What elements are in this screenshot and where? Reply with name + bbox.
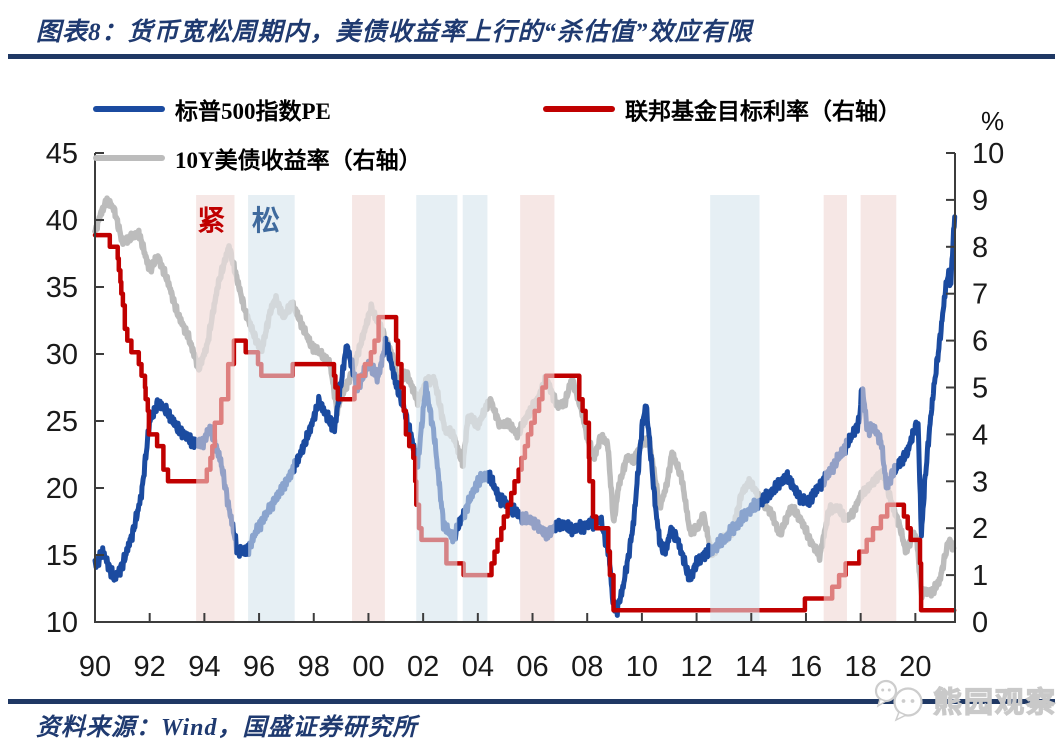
ease-band-over: [710, 195, 760, 622]
chat-bubbles-icon: [874, 679, 923, 722]
left-axis-label: 40: [46, 205, 78, 237]
x-axis-label: 96: [243, 651, 275, 683]
chart-title: 图表8：货币宽松周期内，美债收益率上行的“杀估值”效应有限: [36, 19, 753, 46]
ease-band-over: [416, 195, 458, 622]
legend-swatch-red: [543, 106, 615, 112]
ease-band-over: [462, 195, 488, 622]
right-axis-label: 4: [972, 419, 988, 451]
tighten-band-over: [823, 195, 847, 622]
right-axis-label: 2: [972, 513, 988, 545]
right-axis-label: 9: [972, 185, 988, 217]
legend-swatch-gray: [93, 155, 165, 161]
x-axis-label: 90: [79, 651, 111, 683]
series-line-fed-funds: [92, 232, 957, 613]
x-axis-label: 98: [298, 651, 330, 683]
x-axis-label: 18: [845, 651, 877, 683]
right-axis-label: 6: [972, 326, 988, 358]
x-axis-label: 10: [626, 651, 658, 683]
x-axis-label: 00: [352, 651, 384, 683]
x-axis-label: 94: [188, 651, 220, 683]
legend-label-sp500-pe: 标普500指数PE: [175, 99, 331, 124]
legend-item-fed-funds: 联邦基金目标利率（右轴）: [543, 92, 901, 126]
left-axis-label: 10: [46, 607, 78, 639]
tighten-band-over: [352, 195, 385, 622]
legend-swatch-blue: [93, 106, 165, 112]
left-axis-label: 15: [46, 540, 78, 572]
watermark-text: 熊园观察: [932, 686, 1057, 719]
left-axis-label: 30: [46, 339, 78, 371]
x-axis-label: 16: [790, 651, 822, 683]
annotation-tighten: 紧: [197, 205, 225, 237]
legend-item-sp500-pe: 标普500指数PE: [93, 92, 331, 126]
x-axis-label: 12: [680, 651, 712, 683]
x-axis-label: 08: [571, 651, 603, 683]
right-axis-label: 3: [972, 466, 988, 498]
ease-band-over: [248, 195, 295, 622]
x-axis-label: 20: [899, 651, 931, 683]
right-axis-label: 8: [972, 232, 988, 264]
bottom-rule: [8, 699, 1055, 704]
legend-label-fed-funds: 联邦基金目标利率（右轴）: [625, 99, 901, 124]
tighten-band-over: [520, 195, 555, 622]
x-axis-label: 92: [134, 651, 166, 683]
left-axis-label: 45: [46, 138, 78, 170]
x-axis-label: 14: [735, 651, 767, 683]
legend-item-10y-yield: 10Y美债收益率（右轴）: [93, 141, 422, 175]
right-axis-label: 1: [972, 560, 988, 592]
left-axis-label: 25: [46, 406, 78, 438]
source-text: 资料来源：Wind，国盛证券研究所: [36, 715, 418, 741]
tighten-band-over: [196, 195, 235, 622]
top-rule: [8, 54, 1055, 59]
legend-label-10y-yield: 10Y美债收益率（右轴）: [175, 148, 422, 173]
x-axis-label: 02: [407, 651, 439, 683]
left-axis-label: 20: [46, 473, 78, 505]
x-axis-label: 06: [516, 651, 548, 683]
watermark: 熊园观察: [871, 676, 1057, 724]
right-axis-label: 10: [972, 138, 1004, 170]
right-axis-label: 7: [972, 279, 988, 311]
right-axis-label: 5: [972, 373, 988, 405]
right-axis-label: 0: [972, 607, 988, 639]
tighten-band-over: [860, 195, 897, 622]
right-axis-unit: %: [981, 106, 1005, 136]
x-axis-label: 04: [462, 651, 494, 683]
left-axis-label: 35: [46, 272, 78, 304]
annotation-ease: 松: [252, 205, 280, 237]
